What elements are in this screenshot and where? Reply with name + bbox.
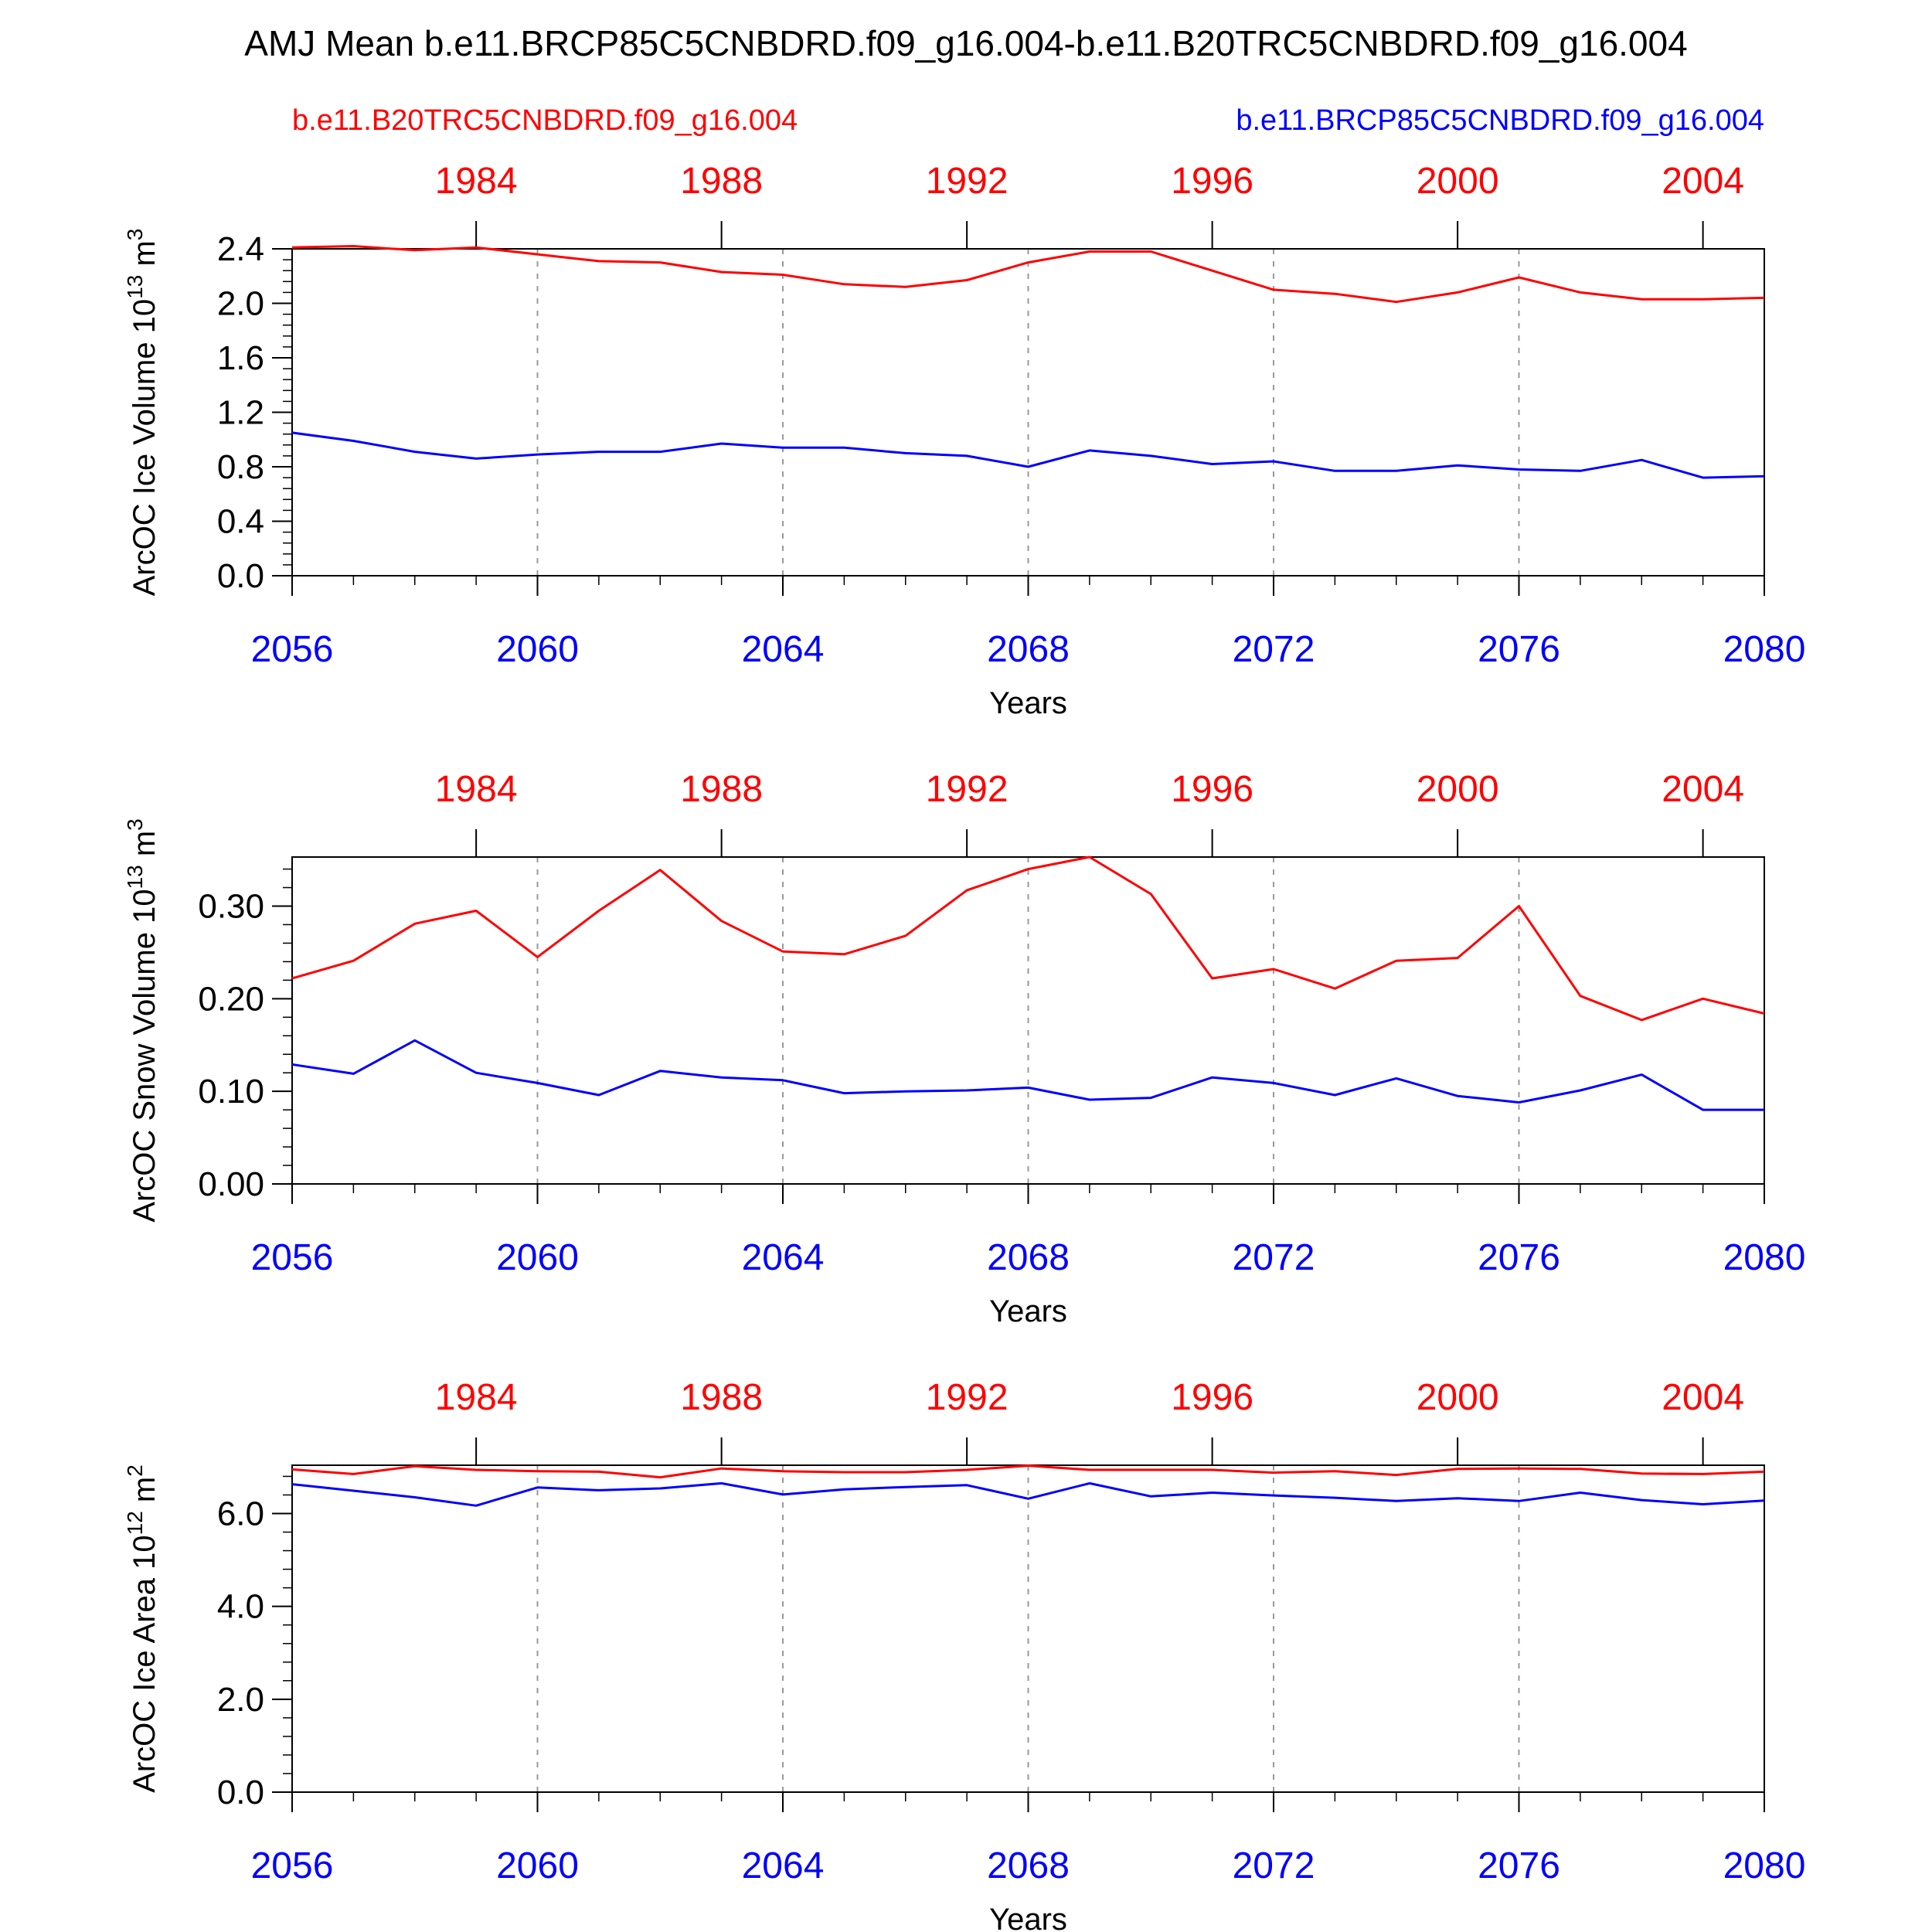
x-tick-label: 2080	[1723, 629, 1806, 670]
x-tick-label: 2072	[1233, 1845, 1315, 1886]
series-line-blue	[291, 431, 1765, 479]
x-tick-label: 2056	[251, 629, 334, 670]
top-x-tick-label: 2000	[1417, 161, 1499, 202]
y-tick-label: 0.0	[217, 557, 264, 595]
series-line-red	[291, 855, 1765, 1022]
x-axis-label: Years	[989, 1294, 1067, 1328]
x-tick-label: 2080	[1723, 1845, 1806, 1886]
x-tick-label: 2064	[742, 1845, 825, 1886]
top-x-tick-label: 2004	[1662, 1377, 1744, 1418]
y-tick-label: 0.0	[217, 1774, 264, 1811]
top-x-tick-label: 1984	[435, 161, 518, 202]
x-tick-label: 2080	[1723, 1237, 1806, 1278]
y-tick-label: 0.20	[198, 980, 264, 1018]
top-x-tick-label: 1996	[1171, 1377, 1253, 1418]
legend-left-label: b.e11.B20TRC5CNBDRD.f09_g16.004	[292, 104, 798, 137]
x-tick-label: 2068	[987, 629, 1070, 670]
legend-right-label: b.e11.BRCP85C5CNBDRD.f09_g16.004	[1236, 104, 1764, 137]
chart-panel-2: 0.00 0.10 0.20 0.30 2056 2060 2064 2068 2072 2076…	[123, 769, 1805, 1328]
x-tick-label: 2060	[496, 1845, 579, 1886]
y-tick-label: 2.0	[217, 285, 264, 323]
top-x-tick-label: 1988	[680, 1377, 763, 1418]
x-tick-label: 2068	[987, 1845, 1070, 1886]
x-tick-label: 2056	[251, 1845, 334, 1886]
y-tick-label: 0.4	[217, 503, 264, 541]
x-tick-label: 2060	[496, 1237, 579, 1278]
top-x-tick-label: 2004	[1662, 161, 1744, 202]
top-x-tick-label: 1992	[926, 1377, 1009, 1418]
x-tick-label: 2064	[742, 1237, 825, 1278]
y-tick-label: 1.6	[217, 339, 264, 377]
top-x-tick-label: 2004	[1662, 769, 1744, 810]
x-tick-label: 2076	[1478, 1845, 1560, 1886]
x-tick-label: 2072	[1233, 629, 1315, 670]
top-x-tick-label: 1992	[926, 769, 1009, 810]
top-x-tick-label: 2000	[1417, 769, 1499, 810]
x-tick-label: 2060	[496, 629, 579, 670]
x-axis-label: Years	[989, 1903, 1067, 1932]
x-tick-label: 2072	[1233, 1237, 1315, 1278]
y-tick-label: 0.10	[198, 1073, 264, 1111]
y-tick-label: 0.30	[198, 888, 264, 926]
top-x-tick-label: 1992	[926, 161, 1009, 202]
x-tick-label: 2068	[987, 1237, 1070, 1278]
series-line-blue	[291, 1481, 1765, 1507]
x-tick-label: 2076	[1478, 1237, 1560, 1278]
series-line-blue	[291, 1039, 1764, 1111]
chart-panel-1: 0.0 0.4 0.8 1.2 1.6 2.0 2.4 2056 2060 2064 2068 207…	[123, 161, 1805, 720]
chart-panel-3: 0.0 2.0 4.0 6.0 2056 2060 2064 2068 2072 2076 2080…	[123, 1377, 1805, 1932]
series-line-red	[291, 1464, 1765, 1479]
y-tick-label: 1.2	[217, 394, 264, 432]
y-tick-label: 0.00	[198, 1165, 264, 1203]
top-x-tick-label: 1996	[1171, 161, 1253, 202]
figure-title: AMJ Mean b.e11.BRCP85C5CNBDRD.f09_g16.00…	[244, 23, 1687, 63]
y-tick-label: 4.0	[217, 1588, 264, 1626]
x-tick-label: 2056	[251, 1237, 334, 1278]
series-line-red	[291, 245, 1765, 304]
y-tick-label: 2.0	[217, 1681, 264, 1719]
top-x-tick-label: 1984	[435, 769, 518, 810]
y-axis-label: ArcOC Ice Area 1012 m2	[123, 1464, 162, 1793]
top-x-tick-label: 1996	[1171, 769, 1253, 810]
top-x-tick-label: 1984	[435, 1377, 518, 1418]
panels: 0.0 0.4 0.8 1.2 1.6 2.0 2.4 2056 2060 2064 2068 207…	[123, 161, 1805, 1932]
top-x-tick-label: 1988	[680, 769, 763, 810]
x-tick-label: 2076	[1478, 629, 1560, 670]
top-x-tick-label: 1988	[680, 161, 763, 202]
y-tick-label: 6.0	[217, 1495, 264, 1532]
y-tick-label: 2.4	[217, 230, 264, 268]
x-tick-label: 2064	[742, 629, 825, 670]
y-tick-label: 0.8	[217, 448, 264, 486]
top-x-tick-label: 2000	[1417, 1377, 1499, 1418]
x-axis-label: Years	[989, 686, 1067, 720]
y-axis-label: ArcOC Snow Volume 1013 m3	[123, 818, 162, 1222]
y-axis-label: ArcOC Ice Volume 1013 m3	[123, 229, 162, 597]
